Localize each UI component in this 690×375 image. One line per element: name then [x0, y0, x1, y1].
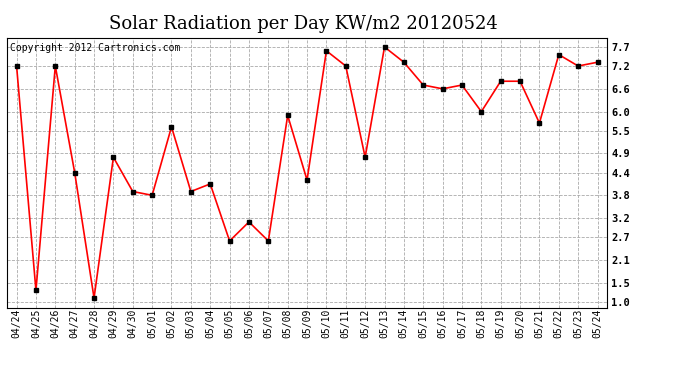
Text: Copyright 2012 Cartronics.com: Copyright 2012 Cartronics.com: [10, 43, 180, 53]
Text: Solar Radiation per Day KW/m2 20120524: Solar Radiation per Day KW/m2 20120524: [109, 15, 498, 33]
